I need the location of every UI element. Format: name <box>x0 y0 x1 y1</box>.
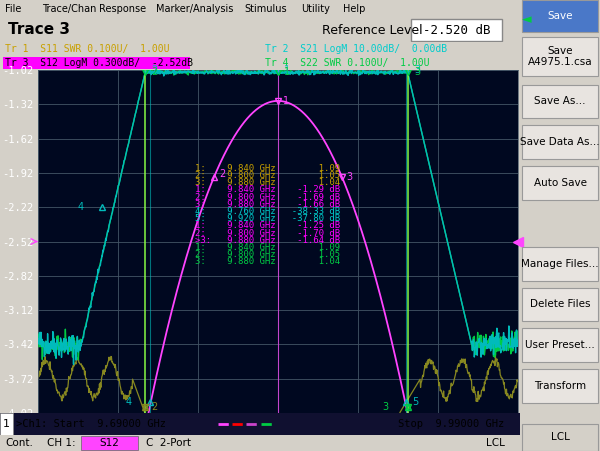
Text: 1:    9.840 GHz    -1.29 dB: 1: 9.840 GHz -1.29 dB <box>195 185 340 194</box>
Bar <box>523 369 598 403</box>
Text: S12: S12 <box>99 438 119 448</box>
Text: 1: 1 <box>283 96 289 106</box>
Text: Trace/Chan: Trace/Chan <box>41 4 96 14</box>
Text: 5:    9.920 GHz   -37.80 dB: 5: 9.920 GHz -37.80 dB <box>195 214 340 223</box>
Text: 3: 3 <box>414 67 420 77</box>
Text: 1: 1 <box>284 65 290 75</box>
Text: 1: 1 <box>3 419 10 429</box>
Text: -2.520 dB: -2.520 dB <box>423 23 490 37</box>
Text: File: File <box>5 4 22 14</box>
Text: LCL: LCL <box>551 433 569 442</box>
Text: Delete Files: Delete Files <box>530 299 590 309</box>
Bar <box>2 56 190 69</box>
Text: Stop  9.99000 GHz: Stop 9.99000 GHz <box>398 419 505 429</box>
Text: Stimulus: Stimulus <box>244 4 287 14</box>
Text: >3:   9.880 GHz    -1.64 dB: >3: 9.880 GHz -1.64 dB <box>195 236 340 245</box>
Text: 4:    9.760 GHz   -38.33 dB: 4: 9.760 GHz -38.33 dB <box>195 207 340 216</box>
Text: >Ch1: Start  9.69000 GHz: >Ch1: Start 9.69000 GHz <box>16 419 166 429</box>
Bar <box>80 436 138 450</box>
Text: 3: 3 <box>414 65 420 75</box>
Bar <box>411 19 502 41</box>
Text: Marker/Analysis: Marker/Analysis <box>156 4 233 14</box>
Text: Utility: Utility <box>302 4 331 14</box>
Text: Auto Save: Auto Save <box>533 178 587 188</box>
Text: Save
A4975.1.csa: Save A4975.1.csa <box>527 46 592 67</box>
Text: Tr 1  S11 SWR 0.100U/  1.00U: Tr 1 S11 SWR 0.100U/ 1.00U <box>5 44 170 54</box>
Bar <box>523 288 598 321</box>
Text: User Preset...: User Preset... <box>525 340 595 350</box>
Text: 3:    9.880 GHz    -1.66 dB: 3: 9.880 GHz -1.66 dB <box>195 200 340 209</box>
Bar <box>523 85 598 118</box>
Text: Transform: Transform <box>534 381 586 391</box>
Bar <box>523 37 598 76</box>
Text: C  2-Port: C 2-Port <box>146 438 191 448</box>
Text: 3:    9.880 GHz        1.04: 3: 9.880 GHz 1.04 <box>195 258 340 267</box>
Text: 2: 2 <box>152 402 158 412</box>
Text: LCL: LCL <box>485 438 505 448</box>
Text: 5: 5 <box>412 396 419 406</box>
Text: Tr 4  S22 SWR 0.100U/  1.00U: Tr 4 S22 SWR 0.100U/ 1.00U <box>265 58 430 68</box>
Text: Tr 3  S12 LogM 0.300dB/  -2.52dB: Tr 3 S12 LogM 0.300dB/ -2.52dB <box>5 58 193 68</box>
Text: ◄: ◄ <box>521 13 531 26</box>
Text: 1:    9.840 GHz    -1.25 dB: 1: 9.840 GHz -1.25 dB <box>195 221 340 230</box>
Bar <box>0 413 13 435</box>
Text: 2: 2 <box>152 67 158 77</box>
Bar <box>523 424 598 451</box>
Text: 1:    9.840 GHz        1.09: 1: 9.840 GHz 1.09 <box>195 164 340 173</box>
Text: 3: 3 <box>382 402 388 412</box>
Text: Save As...: Save As... <box>534 97 586 106</box>
Text: Tr 2  S21 LogM 10.00dB/  0.00dB: Tr 2 S21 LogM 10.00dB/ 0.00dB <box>265 44 448 54</box>
Text: Trace 3: Trace 3 <box>8 23 70 37</box>
Text: 2:    9.800 GHz    -1.70 dB: 2: 9.800 GHz -1.70 dB <box>195 229 340 238</box>
Text: 1: 1 <box>284 67 290 77</box>
Text: 3: 3 <box>347 172 353 182</box>
Text: Save Data As...: Save Data As... <box>520 137 600 147</box>
Text: Cont.: Cont. <box>5 438 33 448</box>
Bar <box>523 328 598 362</box>
Text: Help: Help <box>343 4 365 14</box>
Text: 2:    9.800 GHz        1.05: 2: 9.800 GHz 1.05 <box>195 250 340 259</box>
Text: 4: 4 <box>78 202 84 212</box>
Text: 2: 2 <box>152 65 158 75</box>
Text: 1:    9.840 GHz        1.09: 1: 9.840 GHz 1.09 <box>195 243 340 252</box>
Text: CH 1:: CH 1: <box>47 438 76 448</box>
Text: 2: 2 <box>219 169 225 179</box>
Bar <box>523 125 598 159</box>
Text: 2:    9.800 GHz        1.05: 2: 9.800 GHz 1.05 <box>195 171 340 180</box>
Text: 4: 4 <box>126 396 132 406</box>
Text: 2:    9.800 GHz    -1.69 dB: 2: 9.800 GHz -1.69 dB <box>195 193 340 202</box>
Text: 3:    9.880 GHz        1.04: 3: 9.880 GHz 1.04 <box>195 178 340 187</box>
Bar <box>523 0 598 32</box>
Bar <box>523 247 598 281</box>
Text: Manage Files...: Manage Files... <box>521 259 599 269</box>
Text: Response: Response <box>99 4 146 14</box>
Text: Reference Level: Reference Level <box>322 23 423 37</box>
Text: Save: Save <box>547 11 573 21</box>
Bar <box>523 166 598 199</box>
